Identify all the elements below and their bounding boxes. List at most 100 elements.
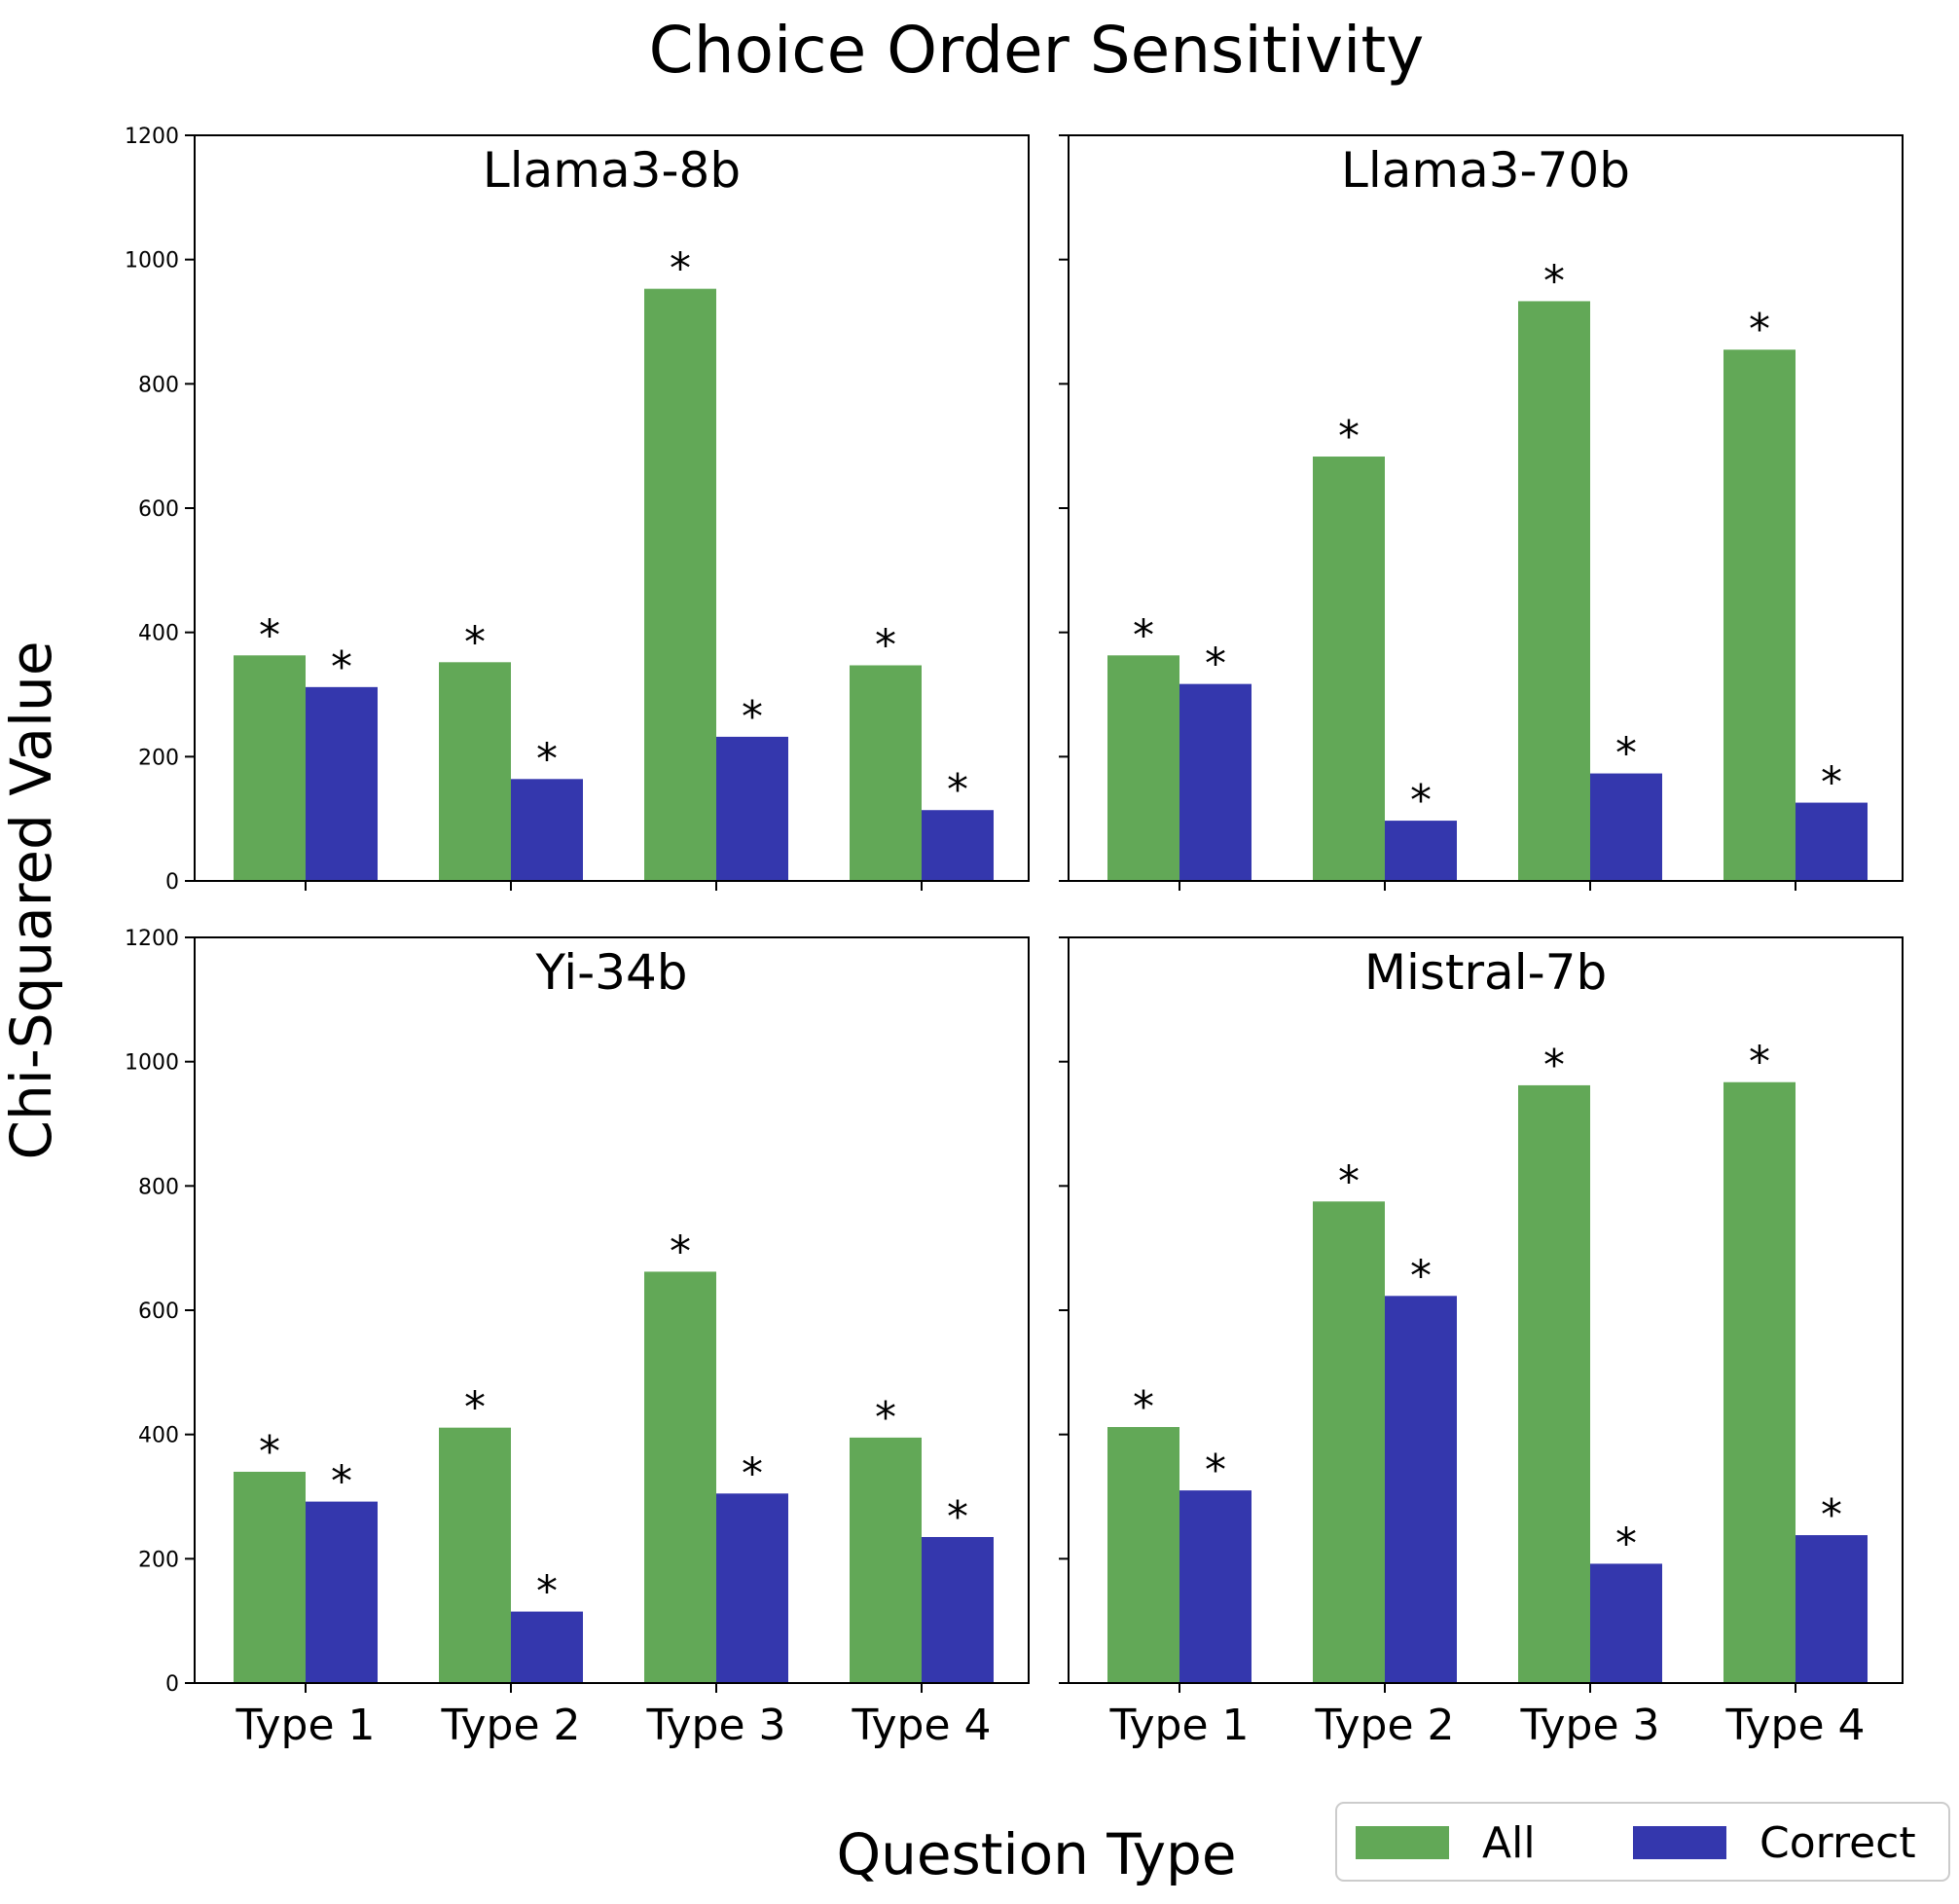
bar-correct-type-3 (716, 736, 788, 881)
significance-marker: * (1821, 758, 1842, 808)
bar-correct-type-1 (306, 1501, 378, 1683)
y-axis-label: Chi-Squared Value (0, 641, 64, 1159)
bar-all-type-2 (439, 1427, 511, 1683)
legend-label-all: All (1482, 1818, 1536, 1868)
x-tick-label: Type 3 (1519, 1701, 1659, 1750)
bar-correct-type-2 (1385, 1296, 1457, 1683)
significance-marker: * (1133, 610, 1154, 660)
significance-marker: * (259, 1427, 280, 1477)
significance-marker: * (331, 1457, 352, 1507)
bar-all-type-1 (234, 1471, 306, 1683)
bar-all-type-3 (644, 288, 716, 881)
bar-all-type-1 (234, 655, 306, 881)
significance-marker: * (1205, 1446, 1226, 1495)
chart-title: Choice Order Sensitivity (649, 13, 1425, 88)
legend: All Correct (1335, 1802, 1950, 1882)
bar-all-type-4 (1723, 1081, 1796, 1683)
bar-correct-type-4 (1796, 802, 1868, 881)
x-tick-label: Type 2 (440, 1701, 580, 1750)
significance-marker: * (1749, 1038, 1770, 1087)
y-tick-label: 1000 (125, 1051, 179, 1076)
y-tick-label: 600 (138, 1300, 179, 1324)
y-tick-label: 400 (138, 1424, 179, 1448)
x-tick-label: Type 3 (645, 1701, 785, 1750)
significance-marker: * (259, 610, 280, 660)
bar-correct-type-1 (1179, 683, 1252, 881)
significance-marker: * (947, 765, 968, 815)
bar-correct-type-2 (511, 779, 583, 881)
significance-marker: * (670, 1227, 691, 1276)
bar-all-type-3 (1518, 1084, 1590, 1683)
panel-4: * * * * * * * * Type 1 Type 2 Type 3 Type 4 Mistral-… (1059, 936, 1904, 1750)
y-tick-label: 200 (138, 746, 179, 770)
bar-all-type-2 (1313, 1201, 1385, 1683)
bar-correct-type-4 (922, 1536, 994, 1683)
panel-2: * * * * * * * * Llama3-70b (1059, 134, 1904, 891)
bar-correct-type-1 (1179, 1490, 1252, 1683)
panel-title: Mistral-7b (1364, 944, 1607, 1001)
bar-correct-type-2 (511, 1611, 583, 1683)
y-tick-label: 200 (138, 1548, 179, 1572)
legend-label-correct: Correct (1759, 1818, 1916, 1868)
panel-3: * * * * * * * * 0 200 400 600 800 1000 1200 Type 1 Type … (125, 927, 1030, 1750)
significance-marker: * (1205, 640, 1226, 689)
significance-marker: * (1338, 1156, 1360, 1206)
significance-marker: * (1821, 1490, 1842, 1540)
x-tick-label: Type 2 (1314, 1701, 1454, 1750)
bar-all-type-4 (1723, 349, 1796, 882)
bar-all-type-1 (1107, 655, 1179, 881)
x-tick-label: Type 1 (1108, 1701, 1249, 1750)
significance-marker: * (1133, 1382, 1154, 1432)
significance-marker: * (742, 1448, 763, 1498)
significance-marker: * (1338, 412, 1360, 461)
panel-1: * * * * * * * * 0 200 400 600 800 1000 1200 Llama3-8b (125, 125, 1030, 895)
bar-all-type-2 (1313, 457, 1385, 881)
y-tick-label: 0 (165, 1672, 179, 1697)
bar-all-type-4 (850, 665, 922, 881)
significance-marker: * (875, 620, 896, 670)
significance-marker: * (1615, 1519, 1637, 1568)
significance-marker: * (947, 1492, 968, 1542)
significance-marker: * (1410, 776, 1432, 825)
x-axis-label: Question Type (836, 1821, 1236, 1887)
panel-title: Yi-34b (534, 944, 687, 1001)
panel-title: Llama3-70b (1341, 142, 1630, 199)
significance-marker: * (464, 617, 486, 667)
legend-swatch-correct (1633, 1826, 1726, 1859)
y-tick-label: 1000 (125, 249, 179, 274)
bar-correct-type-3 (716, 1493, 788, 1683)
significance-marker: * (1410, 1251, 1432, 1300)
bar-correct-type-2 (1385, 821, 1457, 881)
x-tick-label: Type 1 (235, 1701, 375, 1750)
significance-marker: * (875, 1393, 896, 1443)
x-tick-label: Type 4 (1724, 1701, 1865, 1750)
bar-all-type-2 (439, 662, 511, 881)
significance-marker: * (331, 642, 352, 692)
bar-all-type-4 (850, 1437, 922, 1683)
bar-correct-type-4 (922, 810, 994, 881)
y-tick-label: 1200 (125, 927, 179, 951)
significance-marker: * (464, 1383, 486, 1433)
significance-marker: * (536, 734, 558, 784)
y-tick-label: 400 (138, 622, 179, 646)
panels-layer: * *******020040060080010001200Llama3-8b**… (125, 125, 1904, 1750)
bar-all-type-3 (1518, 301, 1590, 881)
significance-marker: * (670, 244, 691, 294)
significance-marker: * (1615, 729, 1637, 779)
x-tick-label: Type 4 (851, 1701, 991, 1750)
bar-all-type-3 (644, 1271, 716, 1683)
bar-correct-type-1 (306, 686, 378, 881)
legend-swatch-all (1356, 1826, 1449, 1859)
bar-correct-type-3 (1590, 1563, 1662, 1683)
significance-marker: * (742, 692, 763, 742)
y-tick-label: 800 (138, 373, 179, 397)
significance-marker: * (1749, 305, 1770, 354)
significance-marker: * (536, 1567, 558, 1617)
significance-marker: * (1543, 1041, 1565, 1090)
y-tick-label: 1200 (125, 125, 179, 149)
y-tick-label: 0 (165, 870, 179, 895)
bar-correct-type-4 (1796, 1535, 1868, 1683)
y-tick-label: 800 (138, 1175, 179, 1199)
